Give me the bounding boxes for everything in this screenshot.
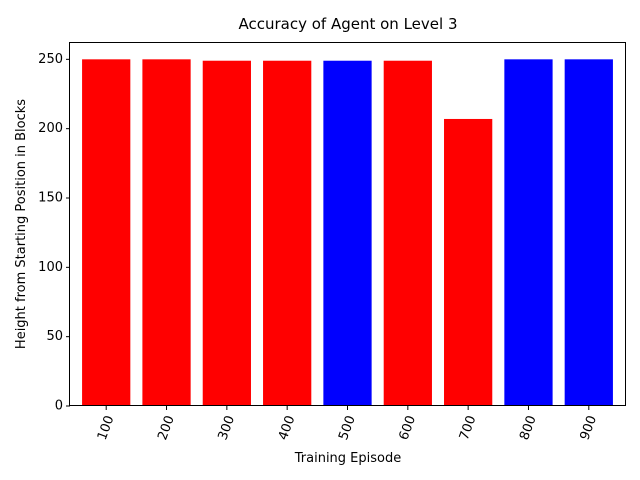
y-tick-label: 200 bbox=[38, 121, 63, 136]
bar-episode-400 bbox=[263, 60, 312, 406]
bar-episode-700 bbox=[444, 118, 493, 407]
y-tick-label: 100 bbox=[38, 260, 63, 275]
x-axis-label: Training Episode bbox=[294, 451, 401, 466]
chart-title: Accuracy of Agent on Level 3 bbox=[238, 15, 457, 33]
y-tick-label: 250 bbox=[38, 52, 63, 67]
y-tick-label: 150 bbox=[38, 191, 63, 206]
bar-episode-200 bbox=[142, 59, 191, 406]
bar-episode-100 bbox=[82, 59, 131, 406]
bars-group bbox=[82, 59, 613, 407]
y-axis-label: Height from Starting Position in Blocks bbox=[14, 99, 29, 349]
y-axis-ticks: 0 50 100 150 200 250 bbox=[38, 52, 70, 414]
bar-episode-600 bbox=[383, 60, 432, 406]
bar-episode-900 bbox=[564, 59, 613, 406]
bar-episode-300 bbox=[202, 60, 251, 406]
y-tick-label: 50 bbox=[46, 329, 63, 344]
plot-frame bbox=[69, 42, 626, 406]
bar-episode-500 bbox=[323, 60, 372, 406]
bar-episode-800 bbox=[504, 59, 553, 406]
y-tick-label: 0 bbox=[55, 399, 63, 414]
